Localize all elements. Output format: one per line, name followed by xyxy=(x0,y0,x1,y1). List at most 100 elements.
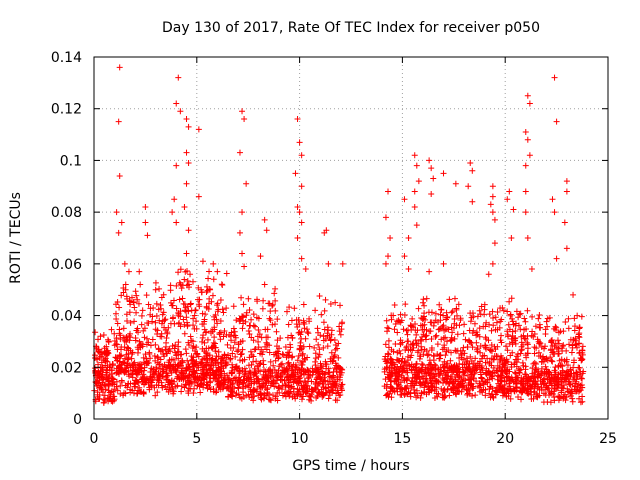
data-point xyxy=(462,336,469,343)
data-point xyxy=(562,378,569,385)
data-point xyxy=(304,366,311,373)
data-point xyxy=(461,321,468,328)
data-point xyxy=(294,369,301,376)
data-point xyxy=(542,363,549,370)
data-point xyxy=(209,359,216,366)
data-point xyxy=(111,330,118,337)
data-point xyxy=(488,327,495,334)
data-point xyxy=(334,397,341,404)
data-point xyxy=(118,344,125,351)
data-point xyxy=(199,338,206,345)
data-point xyxy=(421,321,428,328)
data-point xyxy=(504,387,511,394)
data-point xyxy=(320,390,327,397)
data-point xyxy=(561,219,568,226)
data-point xyxy=(570,370,577,377)
data-point xyxy=(526,100,533,107)
data-point xyxy=(409,374,416,381)
data-point xyxy=(572,335,579,342)
data-point xyxy=(295,352,302,359)
data-point xyxy=(180,376,187,383)
data-point xyxy=(182,268,189,275)
data-point xyxy=(324,343,331,350)
data-point xyxy=(145,320,152,327)
data-point xyxy=(227,355,234,362)
data-point xyxy=(441,342,448,349)
y-tick-label: 0.02 xyxy=(51,360,82,376)
data-point xyxy=(521,335,528,342)
data-point xyxy=(178,369,185,376)
data-point xyxy=(548,388,555,395)
data-point xyxy=(152,319,159,326)
data-point xyxy=(512,340,519,347)
data-point xyxy=(285,352,292,359)
data-point xyxy=(295,316,302,323)
data-point xyxy=(314,325,321,332)
data-point xyxy=(324,324,331,331)
data-point xyxy=(325,395,332,402)
data-point xyxy=(305,330,312,337)
plot-frame xyxy=(93,56,609,420)
data-point xyxy=(156,361,163,368)
data-point xyxy=(214,359,221,366)
data-point xyxy=(528,395,535,402)
data-point xyxy=(421,310,428,317)
data-point xyxy=(529,313,536,320)
data-point xyxy=(467,353,474,360)
data-point xyxy=(551,209,558,216)
data-point xyxy=(189,345,196,352)
data-point xyxy=(452,347,459,354)
data-point xyxy=(210,260,217,267)
data-point xyxy=(141,325,148,332)
data-point xyxy=(313,336,320,343)
data-point xyxy=(136,384,143,391)
data-point xyxy=(508,388,515,395)
data-point xyxy=(437,311,444,318)
data-point xyxy=(235,376,242,383)
data-point xyxy=(450,384,457,391)
data-point xyxy=(236,381,243,388)
data-point xyxy=(504,308,511,315)
data-point xyxy=(327,300,334,307)
data-point xyxy=(205,275,212,282)
data-point xyxy=(423,347,430,354)
data-point xyxy=(229,369,236,376)
data-point xyxy=(494,308,501,315)
data-point xyxy=(476,325,483,332)
data-point xyxy=(182,367,189,374)
data-point xyxy=(206,375,213,382)
data-point xyxy=(494,326,501,333)
data-point xyxy=(102,357,109,364)
data-point xyxy=(422,336,429,343)
data-point xyxy=(296,345,303,352)
data-point xyxy=(92,329,99,336)
data-point xyxy=(307,392,314,399)
data-point xyxy=(199,258,206,265)
data-point xyxy=(482,392,489,399)
data-point xyxy=(530,333,537,340)
data-point xyxy=(478,364,485,371)
data-point xyxy=(488,348,495,355)
data-point xyxy=(125,268,132,275)
data-point xyxy=(551,397,558,404)
data-point xyxy=(131,383,138,390)
data-point xyxy=(562,319,569,326)
data-point xyxy=(444,338,451,345)
data-point xyxy=(563,245,570,252)
data-point xyxy=(187,271,194,278)
data-point xyxy=(454,331,461,338)
data-point xyxy=(255,344,262,351)
data-point xyxy=(396,371,403,378)
data-point xyxy=(579,343,586,350)
data-point xyxy=(183,180,190,187)
data-point xyxy=(149,336,156,343)
data-point xyxy=(96,370,103,377)
data-point xyxy=(312,350,319,357)
data-point xyxy=(430,175,437,182)
data-point xyxy=(196,296,203,303)
data-point xyxy=(543,318,550,325)
data-point xyxy=(273,328,280,335)
data-point xyxy=(315,388,322,395)
data-point xyxy=(385,351,392,358)
data-point xyxy=(529,383,536,390)
